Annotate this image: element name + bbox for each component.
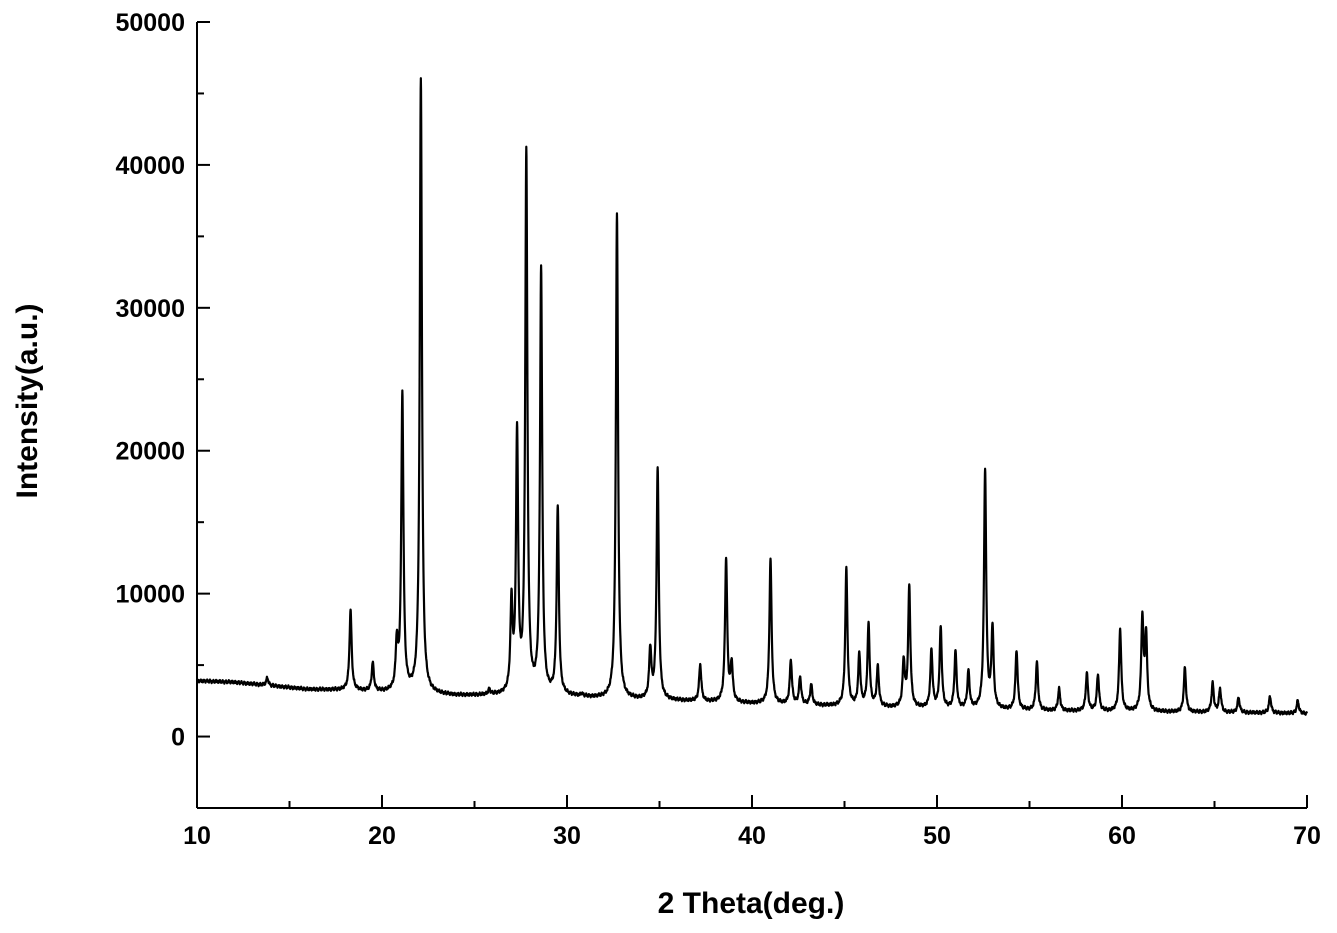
y-tick-label-50000: 50000 [115,9,185,37]
x-tick-label-40: 40 [738,822,766,850]
x-tick-label-20: 20 [368,822,396,850]
x-tick-label-10: 10 [183,822,211,850]
y-tick-label-40000: 40000 [115,152,185,180]
y-tick-label-30000: 30000 [115,295,185,323]
x-tick-label-70: 70 [1293,822,1321,850]
x-tick-label-30: 30 [553,822,581,850]
x-axis-title: 2 Theta(deg.) [658,887,845,920]
y-tick-label-0: 0 [171,724,185,752]
y-tick-label-10000: 10000 [115,581,185,609]
x-tick-label-50: 50 [923,822,951,850]
tick-labels: 10 20 30 40 50 60 70 0 10000 20000 30000 40000 50000 [115,9,1320,850]
intensity-pattern-line [195,77,1308,716]
axis-ticks [196,21,1308,809]
x-tick-label-60: 60 [1108,822,1136,850]
y-tick-label-20000: 20000 [115,438,185,466]
y-axis-title: Intensity(a.u.) [11,303,44,498]
